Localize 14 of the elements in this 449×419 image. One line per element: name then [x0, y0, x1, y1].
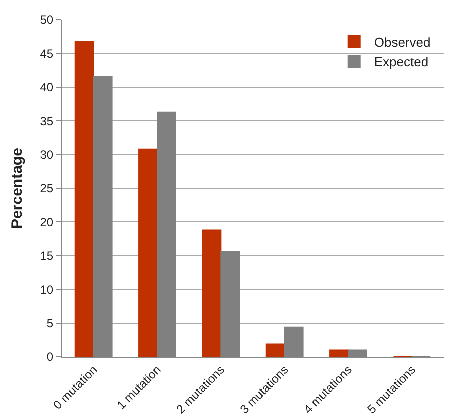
legend-label: Observed — [374, 34, 431, 50]
y-tick-label: 0 — [46, 350, 54, 364]
y-axis-title: Percentage — [9, 148, 26, 229]
y-tick-label: 15 — [40, 249, 54, 264]
y-tick-label: 40 — [40, 80, 54, 95]
y-tick-label: 50 — [40, 13, 54, 28]
y-tick-label: 5 — [46, 316, 54, 330]
y-tick-label: 20 — [40, 215, 54, 230]
y-tick-label: 25 — [40, 182, 54, 196]
y-tick-label: 45 — [40, 46, 54, 61]
y-tick-label: 10 — [40, 282, 54, 297]
legend-label: Expected — [374, 54, 429, 70]
y-tick-label: 35 — [40, 114, 54, 128]
y-tick-label: 30 — [40, 148, 54, 162]
